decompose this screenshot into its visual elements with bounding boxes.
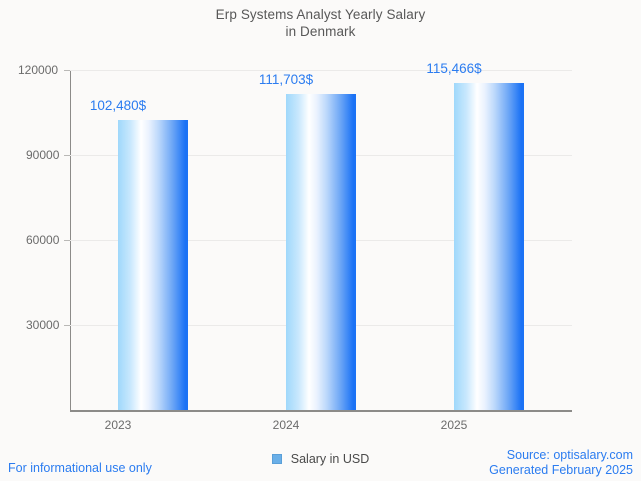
chart-title-line-1: Erp Systems Analyst Yearly Salary xyxy=(215,7,426,22)
y-tick-label-120000: 120000 xyxy=(18,63,59,77)
y-tick-label-60000: 60000 xyxy=(26,233,60,247)
disclaimer-text: For informational use only xyxy=(8,461,152,475)
bar-value-label-2024: 111,703$ xyxy=(258,71,314,87)
bar-2023[interactable] xyxy=(118,119,188,410)
tick-mark-120000 xyxy=(64,70,70,71)
x-category-label-2025: 2025 xyxy=(440,418,468,432)
tick-mark-90000 xyxy=(64,155,70,156)
bar-2025[interactable] xyxy=(454,82,524,410)
x-category-label-2023: 2023 xyxy=(104,418,132,432)
tick-mark-30000 xyxy=(64,325,70,326)
generated-date-text: Generated February 2025 xyxy=(489,463,633,477)
x-axis-line xyxy=(70,410,572,412)
page-title: Erp Systems Analyst Yearly Salary in Den… xyxy=(0,6,641,40)
source-credit: Source: optisalary.com Generated Februar… xyxy=(489,448,633,478)
y-tick-label-30000: 30000 xyxy=(26,318,60,332)
bar-value-label-2023: 102,480$ xyxy=(89,97,147,113)
plot-area xyxy=(64,70,572,410)
legend-swatch-icon xyxy=(271,454,282,464)
x-category-label-2024: 2024 xyxy=(272,418,300,432)
chart-legend: Salary in USD xyxy=(0,452,641,466)
source-text: Source: optisalary.com xyxy=(506,448,633,462)
legend-item-label: Salary in USD xyxy=(290,452,370,466)
gridline-120000 xyxy=(70,70,572,71)
bar-2024[interactable] xyxy=(286,93,356,410)
bar-value-label-2025: 115,466$ xyxy=(426,60,482,76)
tick-mark-60000 xyxy=(64,240,70,241)
y-tick-label-90000: 90000 xyxy=(26,148,60,162)
chart-title-line-2: in Denmark xyxy=(285,24,356,39)
